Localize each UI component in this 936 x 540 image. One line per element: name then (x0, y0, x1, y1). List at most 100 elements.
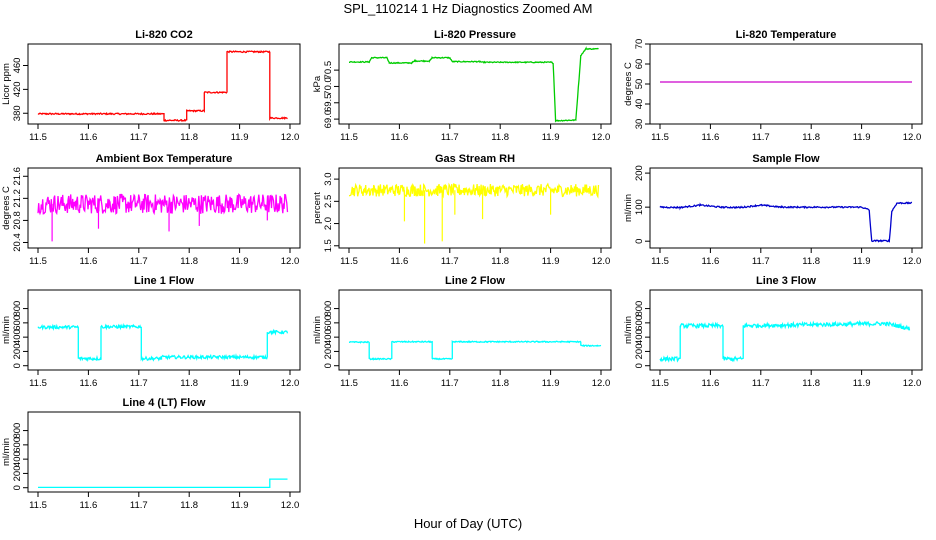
y-tick-label: 0 (634, 239, 645, 244)
y-axis-label: degrees C (1, 186, 12, 230)
x-tick-label: 11.9 (231, 378, 249, 389)
y-tick-label: 600 (634, 315, 645, 331)
chart-title: Line 1 Flow (134, 275, 194, 287)
x-tick-label: 11.7 (130, 500, 148, 511)
x-tick-label: 11.9 (853, 378, 871, 389)
x-tick-label: 11.9 (542, 256, 560, 267)
x-tick-label: 12.0 (592, 378, 611, 389)
y-tick-label: 600 (12, 315, 23, 331)
y-tick-label: 0 (323, 363, 334, 368)
series-line (659, 319, 911, 363)
x-tick-label: 11.9 (231, 256, 249, 267)
plot-frame (27, 43, 301, 125)
x-tick-label: 11.6 (391, 256, 409, 267)
y-axis-label: percent (312, 192, 323, 224)
y-tick-label: 420 (12, 81, 23, 97)
x-tick-label: 11.5 (29, 256, 47, 267)
chart-panel: Li-820 CO2 11.5 11.6 11.7 11.8 11.9 12.0 380 420… (1, 29, 301, 143)
page-title: SPL_110214 1 Hz Diagnostics Zoomed AM (343, 1, 593, 16)
chart-panel: Li-820 Temperature 11.5 11.6 11.7 11.8 11.9 12… (623, 29, 923, 143)
y-tick-label: 1.5 (323, 239, 334, 252)
plot-frame (338, 289, 612, 371)
y-tick-label: 400 (323, 329, 334, 345)
series-line (348, 182, 600, 199)
x-tick-label: 11.8 (802, 256, 820, 267)
x-tick-label: 11.6 (80, 378, 98, 389)
x-tick-label: 11.7 (752, 256, 770, 267)
x-tick-label: 11.8 (180, 132, 198, 143)
y-tick-label: 21.6 (12, 167, 23, 186)
x-tick-label: 12.0 (281, 378, 300, 389)
y-tick-label: 800 (12, 423, 23, 439)
x-tick-label: 11.5 (651, 378, 669, 389)
y-axis-label: ml/min (1, 438, 12, 466)
chart-panel: Sample Flow 11.5 11.6 11.7 11.8 11.9 12.0 0 100 2… (623, 153, 923, 267)
y-tick-label: 400 (12, 451, 23, 467)
y-axis-label: ml/min (312, 316, 323, 344)
y-axis-label: ml/min (623, 316, 634, 344)
y-tick-label: 20.4 (12, 233, 23, 252)
chart-title: Li-820 Temperature (736, 29, 837, 41)
x-tick-label: 11.7 (130, 256, 148, 267)
y-axis-label: ml/min (1, 316, 12, 344)
chart-title: Line 4 (LT) Flow (123, 397, 206, 409)
x-tick-label: 11.7 (752, 132, 770, 143)
y-tick-label: 380 (12, 105, 23, 121)
y-axis-label: degrees C (623, 62, 634, 106)
x-tick-label: 11.6 (702, 256, 720, 267)
plot-frame (27, 167, 301, 249)
y-tick-label: 800 (634, 301, 645, 317)
y-tick-label: 21.2 (12, 189, 23, 208)
chart-panel: Line 2 Flow 11.5 11.6 11.7 11.8 11.9 12.0 0 2004… (312, 275, 612, 389)
x-tick-label: 11.7 (441, 256, 459, 267)
x-tick-label: 11.6 (702, 378, 720, 389)
x-tick-label: 11.8 (180, 500, 198, 511)
x-tick-label: 11.6 (702, 132, 720, 143)
x-axis-label: Hour of Day (UTC) (413, 516, 523, 531)
chart-panel: Li-820 Pressure 11.5 11.6 11.7 11.8 11.9 12.0 6… (312, 29, 612, 143)
x-tick-label: 11.5 (340, 378, 358, 389)
y-tick-label: 30 (634, 119, 645, 130)
x-tick-label: 11.8 (491, 378, 509, 389)
x-tick-label: 11.6 (80, 500, 98, 511)
series-line (37, 193, 289, 216)
x-tick-label: 11.8 (491, 256, 509, 267)
y-tick-label: 200 (12, 465, 23, 481)
chart-panel: Line 1 Flow 11.5 11.6 11.7 11.8 11.9 12.0 0 2004… (1, 275, 301, 389)
y-axis-label: kPa (312, 75, 323, 92)
x-tick-label: 11.5 (340, 132, 358, 143)
y-tick-label: 20.8 (12, 211, 23, 230)
plot-frame (338, 167, 612, 249)
series-line (37, 322, 289, 363)
x-tick-label: 12.0 (281, 256, 300, 267)
chart-title: Line 3 Flow (756, 275, 816, 287)
x-tick-label: 11.5 (29, 132, 47, 143)
plot-frame (649, 289, 923, 371)
x-tick-label: 11.9 (231, 132, 249, 143)
x-tick-label: 11.5 (29, 378, 47, 389)
series-line (37, 49, 288, 123)
chart-panel: Ambient Box Temperature 11.5 11.6 11.7 11.8 1… (1, 153, 301, 267)
y-tick-label: 0 (12, 363, 23, 368)
y-tick-label: 69.0 (323, 110, 334, 129)
y-tick-label: 100 (634, 199, 645, 215)
x-tick-label: 11.6 (391, 132, 409, 143)
y-tick-label: 460 (12, 58, 23, 74)
x-tick-label: 11.6 (391, 378, 409, 389)
y-tick-label: 600 (12, 437, 23, 453)
y-tick-label: 200 (323, 343, 334, 359)
x-tick-label: 11.8 (802, 378, 820, 389)
x-tick-label: 11.5 (651, 256, 669, 267)
x-tick-label: 11.6 (80, 256, 98, 267)
x-tick-label: 12.0 (903, 256, 922, 267)
x-tick-label: 11.9 (542, 378, 560, 389)
y-tick-label: 70 (634, 39, 645, 50)
x-tick-label: 11.5 (651, 132, 669, 143)
y-tick-label: 400 (634, 329, 645, 345)
chart-title: Ambient Box Temperature (96, 153, 233, 165)
y-tick-label: 69.5 (323, 94, 334, 113)
series-line (38, 478, 288, 489)
y-tick-label: 0 (634, 363, 645, 368)
x-tick-label: 11.7 (130, 132, 148, 143)
